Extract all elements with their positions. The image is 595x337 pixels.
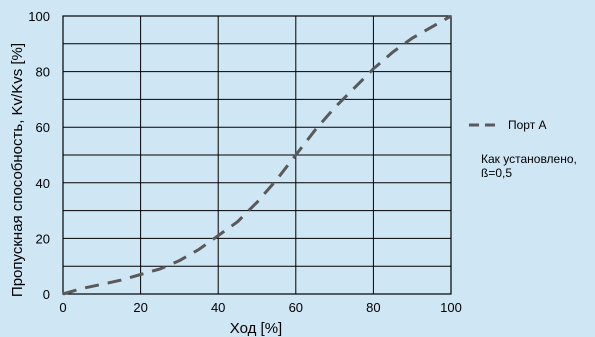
y-tick-label: 0 bbox=[43, 287, 50, 302]
x-tick-label: 40 bbox=[211, 300, 225, 315]
x-tick-label: 60 bbox=[289, 300, 303, 315]
x-axis-title: Ход [%] bbox=[230, 320, 282, 337]
legend-label-port-a: Порт А bbox=[508, 118, 547, 132]
y-tick-label: 20 bbox=[36, 231, 50, 246]
annotation-line-2: ß=0,5 bbox=[481, 166, 512, 180]
legend: Порт А bbox=[469, 118, 547, 132]
x-tick-label: 80 bbox=[366, 300, 380, 315]
x-tick-label: 100 bbox=[440, 300, 462, 315]
annotation: Как установлено, ß=0,5 bbox=[481, 152, 577, 180]
x-tick-label: 20 bbox=[133, 300, 147, 315]
x-tick-label: 0 bbox=[59, 300, 66, 315]
series-line-0 bbox=[62, 14, 452, 296]
y-tick-label: 60 bbox=[36, 120, 50, 135]
y-tick-label: 80 bbox=[36, 65, 50, 80]
y-tick-label: 40 bbox=[36, 176, 50, 191]
tick-labels: 0 20 40 60 80 100 0 20 40 60 80 100 bbox=[28, 9, 462, 315]
series-layer bbox=[62, 14, 452, 296]
y-axis-title: Пропускная способность, Kv/Kvs [%] bbox=[9, 43, 26, 297]
plot-frame bbox=[62, 15, 452, 295]
y-tick-label: 100 bbox=[28, 9, 50, 24]
annotation-line-1: Как установлено, bbox=[481, 152, 577, 166]
